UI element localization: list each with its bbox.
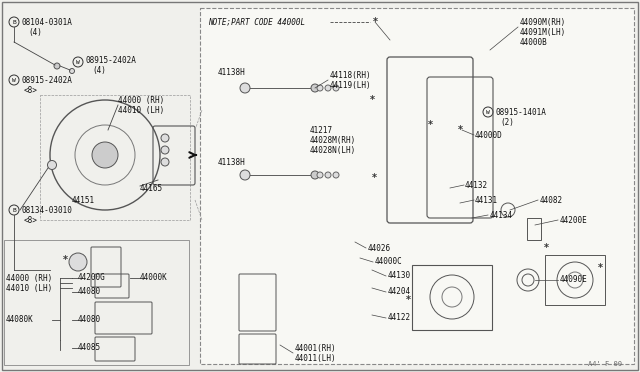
Text: *: * <box>428 120 433 130</box>
Circle shape <box>240 83 250 93</box>
Text: *: * <box>372 17 378 27</box>
Text: 44132: 44132 <box>465 180 488 189</box>
Text: (4): (4) <box>28 28 42 36</box>
Text: B: B <box>12 208 16 212</box>
Circle shape <box>311 84 319 92</box>
Text: 44200G: 44200G <box>78 273 106 282</box>
Text: *: * <box>598 263 602 273</box>
Circle shape <box>333 172 339 178</box>
Text: 44010 (LH): 44010 (LH) <box>118 106 164 115</box>
Circle shape <box>69 253 87 271</box>
Circle shape <box>161 134 169 142</box>
Text: 44000 (RH): 44000 (RH) <box>118 96 164 105</box>
Text: 44204: 44204 <box>388 288 411 296</box>
Text: 44200E: 44200E <box>560 215 588 224</box>
Text: 44134: 44134 <box>490 211 513 219</box>
Text: W: W <box>76 60 80 64</box>
Text: 44000B: 44000B <box>520 38 548 46</box>
Text: 44122: 44122 <box>388 314 411 323</box>
Text: 44000C: 44000C <box>375 257 403 266</box>
Text: 08915-1401A: 08915-1401A <box>495 108 546 116</box>
Text: B: B <box>12 19 16 25</box>
Circle shape <box>333 85 339 91</box>
Circle shape <box>54 63 60 69</box>
Text: A4' F 00: A4' F 00 <box>588 361 622 367</box>
Text: 44130: 44130 <box>388 272 411 280</box>
Text: *: * <box>371 173 376 183</box>
Text: 41217: 41217 <box>310 125 333 135</box>
Text: *: * <box>543 243 548 253</box>
Text: *: * <box>63 255 67 265</box>
Text: (4): (4) <box>92 65 106 74</box>
Text: 44010 (LH): 44010 (LH) <box>6 283 52 292</box>
Text: 44119(LH): 44119(LH) <box>330 80 372 90</box>
Circle shape <box>161 158 169 166</box>
Text: 44082: 44082 <box>540 196 563 205</box>
FancyBboxPatch shape <box>200 8 634 364</box>
Text: 44091M(LH): 44091M(LH) <box>520 28 566 36</box>
Circle shape <box>325 172 331 178</box>
Circle shape <box>92 142 118 168</box>
Text: 41138H: 41138H <box>218 157 246 167</box>
Circle shape <box>70 68 74 74</box>
Text: 44080: 44080 <box>78 288 101 296</box>
Text: *: * <box>458 125 463 135</box>
Circle shape <box>325 85 331 91</box>
Text: 44131: 44131 <box>475 196 498 205</box>
Text: <8>: <8> <box>24 215 38 224</box>
Circle shape <box>317 172 323 178</box>
Text: 44165: 44165 <box>140 183 163 192</box>
Text: 08134-03010: 08134-03010 <box>21 205 72 215</box>
Text: 44090E: 44090E <box>560 276 588 285</box>
Text: 44151: 44151 <box>72 196 95 205</box>
Text: 44080K: 44080K <box>6 315 34 324</box>
Text: 44026: 44026 <box>368 244 391 253</box>
Text: 08104-0301A: 08104-0301A <box>21 17 72 26</box>
Text: <8>: <8> <box>24 86 38 94</box>
Circle shape <box>311 171 319 179</box>
Text: 44028M(RH): 44028M(RH) <box>310 135 356 144</box>
Text: 41138H: 41138H <box>218 67 246 77</box>
Text: W: W <box>486 109 490 115</box>
Text: 44001(RH): 44001(RH) <box>295 343 337 353</box>
Text: (2): (2) <box>500 118 514 126</box>
Text: *: * <box>406 295 410 305</box>
Text: 44080: 44080 <box>78 315 101 324</box>
Circle shape <box>47 160 56 170</box>
Text: W: W <box>12 77 16 83</box>
Text: 44011(LH): 44011(LH) <box>295 353 337 362</box>
Text: 44118(RH): 44118(RH) <box>330 71 372 80</box>
Text: 08915-2402A: 08915-2402A <box>85 55 136 64</box>
Circle shape <box>240 170 250 180</box>
Text: 44085: 44085 <box>78 343 101 353</box>
Circle shape <box>317 85 323 91</box>
Text: 44000D: 44000D <box>475 131 503 140</box>
Text: 08915-2402A: 08915-2402A <box>21 76 72 84</box>
Text: 44028N(LH): 44028N(LH) <box>310 145 356 154</box>
Text: 44090M(RH): 44090M(RH) <box>520 17 566 26</box>
Text: 44000K: 44000K <box>140 273 168 282</box>
Text: *: * <box>369 95 374 105</box>
Text: 44000 (RH): 44000 (RH) <box>6 273 52 282</box>
Text: NOTE;PART CODE 44000L: NOTE;PART CODE 44000L <box>208 17 305 26</box>
Circle shape <box>161 146 169 154</box>
